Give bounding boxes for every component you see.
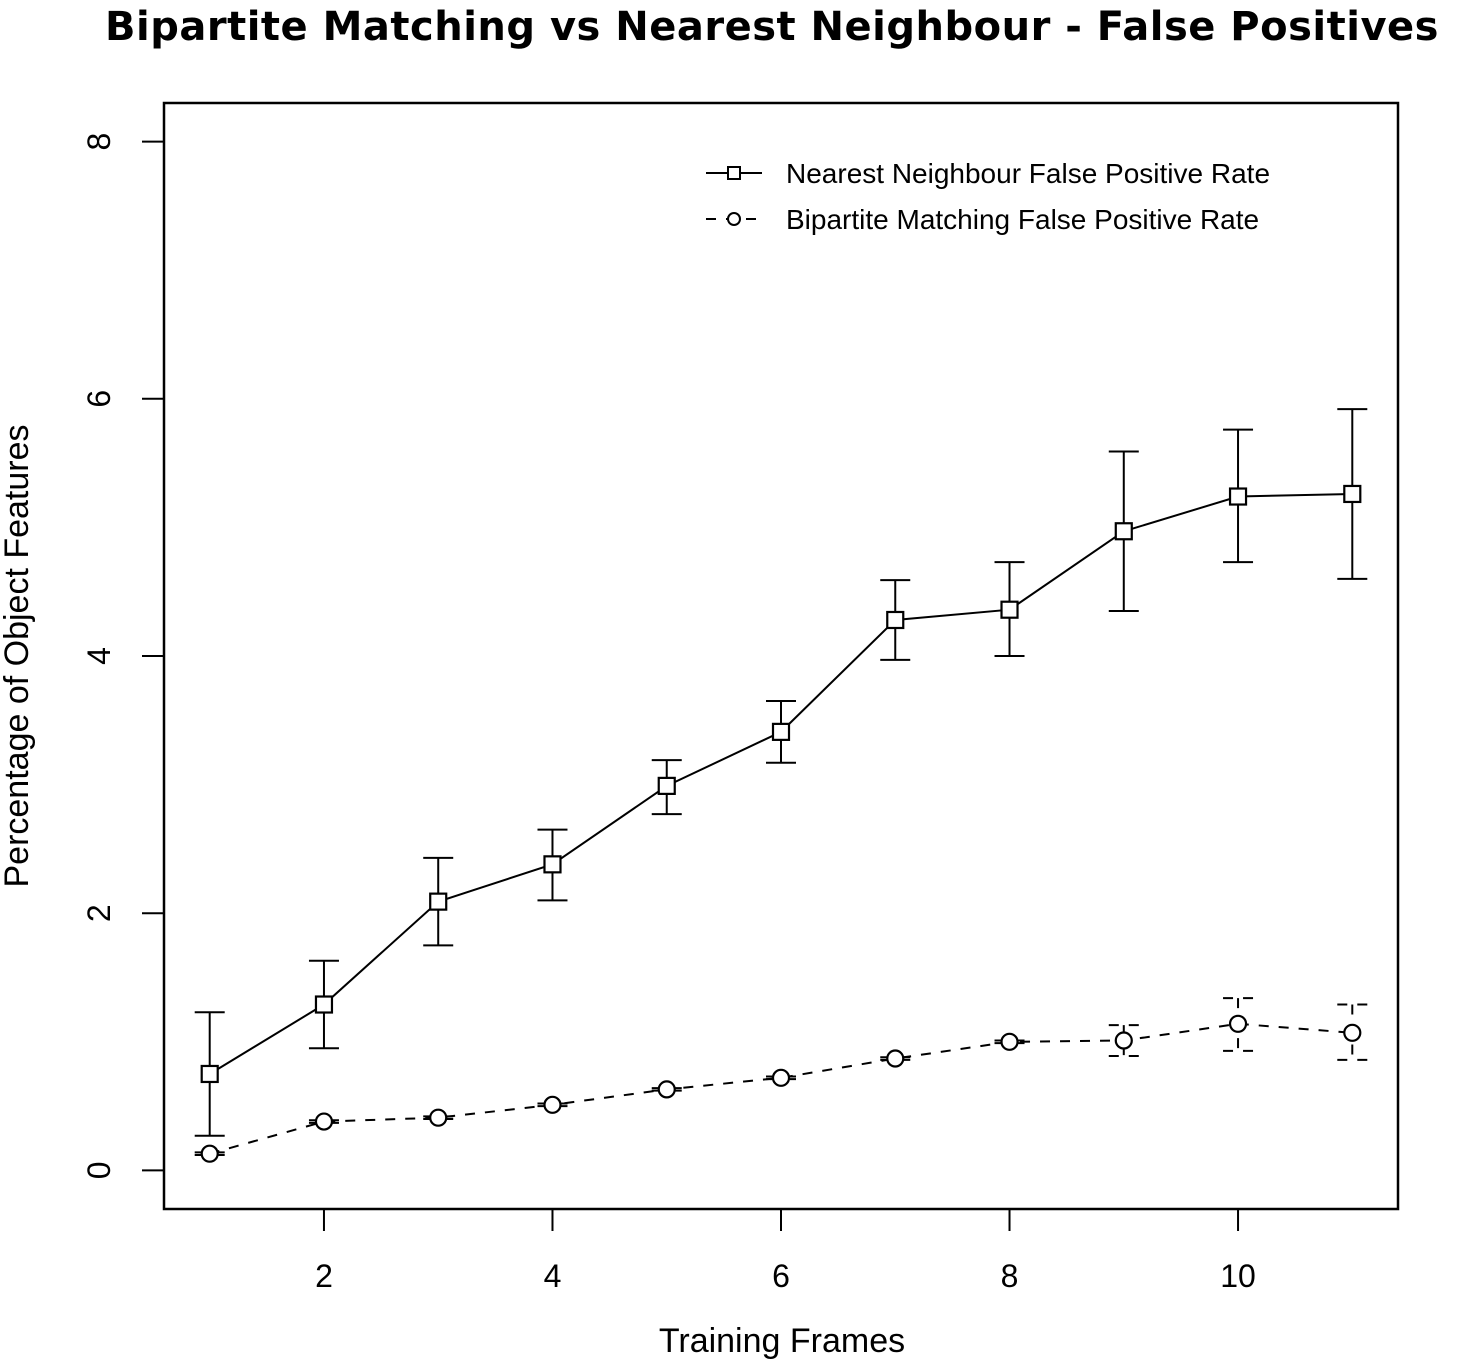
data-point-square [543, 855, 562, 874]
data-point-square [657, 776, 676, 795]
data-point-circle [886, 1049, 905, 1068]
y-tick-label: 2 [81, 904, 117, 922]
legend-marker-circle [727, 212, 741, 226]
data-point-square [200, 1064, 219, 1084]
legend-label-nearest-neighbour: Nearest Neighbour False Positive Rate [786, 158, 1270, 189]
data-point-circle [1114, 1031, 1133, 1050]
data-point-circle [429, 1108, 448, 1127]
legend: Nearest Neighbour False Positive Rate Bi… [706, 158, 1270, 235]
data-point-circle [543, 1095, 562, 1114]
y-tick-label: 8 [81, 133, 117, 151]
x-tick-label: 4 [544, 1258, 562, 1294]
data-point-square [1228, 487, 1248, 506]
chart-title: Bipartite Matching vs Nearest Neighbour … [105, 4, 1439, 50]
plot-frame [162, 101, 1400, 1211]
x-axis-label: Training Frames [659, 1322, 905, 1360]
y-tick-label: 0 [81, 1162, 117, 1180]
legend-marker-square [727, 166, 741, 180]
series-layer [194, 408, 1368, 1163]
data-point-circle [314, 1112, 334, 1131]
y-tick-label: 6 [81, 390, 117, 408]
series-nearest-neighbour [194, 408, 1368, 1137]
data-point-circle [1228, 1014, 1248, 1033]
data-point-circle [771, 1068, 791, 1087]
data-point-square [771, 722, 791, 741]
series-line [209, 492, 1353, 1075]
data-point-square [1114, 522, 1133, 541]
y-axis-label: Percentage of Object Features [0, 424, 36, 887]
y-tick-label: 4 [81, 647, 117, 665]
x-axis: 2 4 6 8 10 [315, 1208, 1256, 1294]
x-tick-label: 10 [1220, 1258, 1256, 1294]
data-point-square [1343, 484, 1362, 504]
data-point-square [886, 610, 905, 630]
x-tick-label: 8 [1001, 1258, 1019, 1294]
legend-label-bipartite: Bipartite Matching False Positive Rate [786, 204, 1259, 235]
data-point-circle [1000, 1032, 1019, 1051]
x-tick-label: 6 [772, 1258, 790, 1294]
y-axis: 0 2 4 6 8 [81, 133, 165, 1180]
data-point-square [1000, 600, 1019, 619]
series-line [209, 1022, 1353, 1155]
data-point-square [429, 892, 448, 911]
data-point-circle [200, 1144, 219, 1163]
series-bipartite-matching [194, 997, 1368, 1163]
data-point-circle [1343, 1023, 1362, 1042]
x-tick-label: 2 [315, 1258, 333, 1294]
data-point-circle [657, 1080, 676, 1099]
data-point-square [314, 995, 334, 1014]
